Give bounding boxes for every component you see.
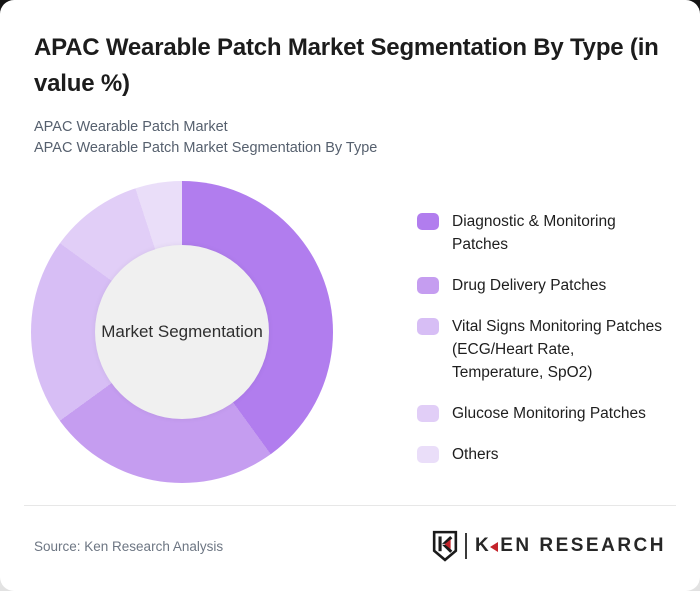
legend-swatch <box>417 213 439 230</box>
legend-item-vital-signs-monitoring-patches: Vital Signs Monitoring Patches (ECG/Hear… <box>417 315 667 384</box>
logo-k-red-triangle-icon <box>490 542 499 552</box>
logo-wordmark-k: K <box>474 535 492 556</box>
logo-wordmark-rest: EN RESEARCH <box>500 535 666 556</box>
subtitle-block: APAC Wearable Patch Market APAC Wearable… <box>34 117 666 159</box>
legend-label: Others <box>452 446 499 463</box>
donut-center-label: Market Segmentation <box>101 322 263 341</box>
subtitle-line-2: APAC Wearable Patch Market Segmentation … <box>34 140 378 156</box>
chart-legend: Diagnostic & Monitoring Patches Drug Del… <box>417 210 667 484</box>
legend-swatch <box>417 318 439 335</box>
legend-item-drug-delivery-patches: Drug Delivery Patches <box>417 274 667 297</box>
footer: Source: Ken Research Analysis K EN RESEAR… <box>24 505 676 562</box>
subtitle-line-1: APAC Wearable Patch Market <box>34 119 228 135</box>
legend-item-diagnostic-monitoring-patches: Diagnostic & Monitoring Patches <box>417 210 667 256</box>
legend-swatch <box>417 405 439 422</box>
ken-research-logo: K EN RESEARCH <box>432 530 666 562</box>
source-text: Source: Ken Research Analysis <box>34 538 224 554</box>
legend-label: Drug Delivery Patches <box>452 277 607 294</box>
page-title: APAC Wearable Patch Market Segmentation … <box>34 34 659 97</box>
logo-wordmark: K EN RESEARCH <box>475 535 666 557</box>
legend-swatch <box>417 446 439 463</box>
legend-label: Diagnostic & Monitoring Patches <box>452 213 616 253</box>
legend-swatch <box>417 277 439 294</box>
legend-item-others: Others <box>417 443 667 466</box>
ken-research-shield-icon <box>432 530 458 562</box>
legend-item-glucose-monitoring-patches: Glucose Monitoring Patches <box>417 402 667 425</box>
donut-chart: Market Segmentation <box>31 181 333 483</box>
donut-chart-area: Market Segmentation Diagnostic & Monitor… <box>31 181 667 484</box>
logo-divider <box>464 533 467 559</box>
legend-label: Glucose Monitoring Patches <box>452 405 646 422</box>
chart-header: APAC Wearable Patch Market Segmentation … <box>0 0 700 159</box>
donut-center: Market Segmentation <box>95 245 269 419</box>
legend-label: Vital Signs Monitoring Patches (ECG/Hear… <box>452 318 662 381</box>
